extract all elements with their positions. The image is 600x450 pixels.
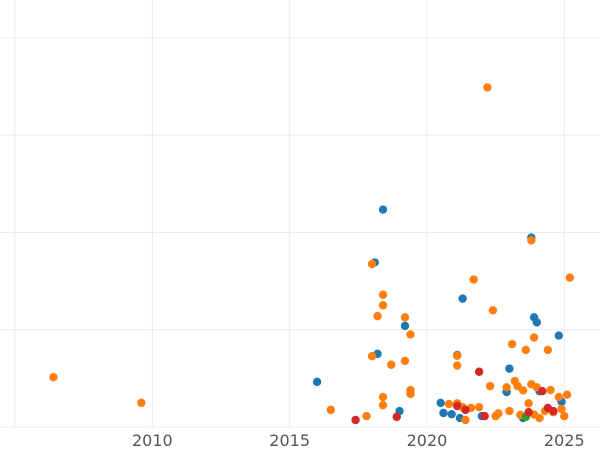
point-s1-19 bbox=[452, 361, 462, 370]
point-s1-14 bbox=[406, 330, 415, 339]
point-s1-13 bbox=[400, 313, 410, 322]
point-s1-26 bbox=[483, 83, 492, 92]
point-s1-1 bbox=[137, 398, 146, 408]
point-s1-27 bbox=[485, 381, 495, 391]
point-s1-37 bbox=[518, 386, 528, 395]
point-s1-30 bbox=[494, 409, 503, 418]
point-s0-0 bbox=[312, 377, 322, 387]
point-s1-33 bbox=[507, 339, 517, 349]
point-s1-51 bbox=[557, 404, 566, 414]
point-s3-0 bbox=[351, 415, 360, 425]
point-s0-7 bbox=[439, 408, 448, 418]
point-s1-8 bbox=[378, 290, 388, 299]
point-s1-53 bbox=[562, 390, 572, 399]
data-points bbox=[49, 83, 574, 425]
point-s1-31 bbox=[502, 383, 511, 392]
point-s1-10 bbox=[378, 401, 388, 410]
x-tick-label-2025: 2025 bbox=[544, 431, 585, 450]
point-s1-42 bbox=[529, 333, 539, 342]
point-s1-7 bbox=[378, 301, 388, 310]
point-s1-12 bbox=[400, 356, 410, 366]
point-s1-3 bbox=[362, 411, 371, 421]
point-s0-6 bbox=[436, 398, 445, 408]
point-s1-24 bbox=[469, 275, 478, 284]
point-s0-20 bbox=[554, 331, 564, 340]
grid bbox=[0, 0, 600, 428]
point-s1-52 bbox=[560, 411, 569, 421]
point-s0-3 bbox=[378, 205, 388, 214]
x-tick-label-2015: 2015 bbox=[269, 431, 310, 450]
x-axis-ticks: 2010 2015 2020 2025 bbox=[132, 431, 585, 450]
point-s1-48 bbox=[546, 385, 555, 395]
point-s3-5 bbox=[480, 411, 489, 421]
point-s1-32 bbox=[505, 406, 514, 416]
point-s3-4 bbox=[474, 367, 484, 376]
point-s3-6 bbox=[524, 408, 533, 417]
point-s1-4 bbox=[367, 352, 377, 361]
point-s1-45 bbox=[535, 413, 544, 423]
point-s1-11 bbox=[387, 360, 396, 369]
point-s1-0 bbox=[49, 373, 58, 382]
point-s1-38 bbox=[521, 345, 531, 355]
point-s3-1 bbox=[392, 412, 401, 422]
point-s1-9 bbox=[378, 392, 388, 402]
point-s1-16 bbox=[406, 389, 415, 399]
x-tick-label-2010: 2010 bbox=[132, 431, 173, 450]
x-tick-label-2020: 2020 bbox=[407, 431, 448, 450]
point-s1-54 bbox=[565, 273, 574, 282]
point-s1-18 bbox=[452, 351, 462, 361]
point-s0-8 bbox=[447, 409, 456, 419]
point-s1-25 bbox=[474, 402, 484, 412]
point-s1-22 bbox=[461, 415, 470, 425]
point-s1-47 bbox=[543, 345, 553, 355]
point-s1-28 bbox=[488, 306, 498, 315]
point-s1-39 bbox=[524, 399, 533, 408]
point-s3-9 bbox=[549, 406, 558, 416]
point-s0-14 bbox=[505, 364, 514, 373]
point-s3-7 bbox=[538, 387, 547, 396]
point-s0-5 bbox=[400, 321, 410, 331]
point-s0-18 bbox=[532, 318, 542, 327]
point-s1-40 bbox=[527, 236, 536, 245]
point-s1-5 bbox=[367, 259, 377, 269]
point-s1-6 bbox=[373, 311, 382, 321]
point-s3-3 bbox=[461, 405, 470, 415]
point-s0-11 bbox=[458, 294, 467, 303]
point-s1-17 bbox=[444, 399, 454, 409]
point-s1-2 bbox=[326, 405, 336, 415]
point-s3-2 bbox=[452, 401, 462, 411]
point-s1-50 bbox=[554, 392, 564, 402]
